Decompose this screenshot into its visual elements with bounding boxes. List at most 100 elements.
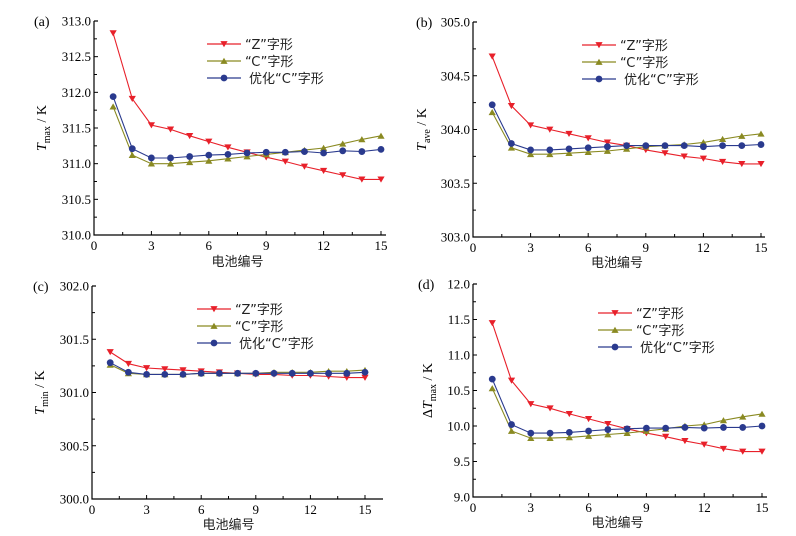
legend-label: “C”字形 (245, 55, 293, 70)
data-point-optC (339, 147, 347, 155)
y-tick-label: 311.0 (62, 156, 91, 171)
data-point-optC (604, 426, 612, 433)
data-point-optC (143, 370, 151, 378)
data-point-optC (281, 148, 289, 156)
legend-item-C: “C”字形 (598, 324, 684, 339)
data-point-Z (128, 95, 136, 102)
data-point-Z (738, 161, 746, 168)
chart-panel-a: 310.0 310.5 311.0 311.5 312.0 312.5 313.0 0 3 6 9 1… (34, 14, 388, 271)
data-point-C (585, 432, 593, 439)
data-point-optC (546, 146, 554, 154)
data-point-optC (739, 424, 747, 431)
x-tick-label: 3 (148, 238, 155, 253)
data-point-optC (680, 142, 688, 150)
x-tick-label: 9 (253, 502, 260, 517)
data-point-C (527, 150, 535, 158)
data-point-C (507, 144, 515, 151)
x-tick-label: 6 (198, 502, 205, 517)
legend-item-optC: 优化“C”字形 (207, 72, 324, 87)
data-point-optC (623, 425, 631, 433)
data-point-Z (680, 153, 688, 160)
data-point-optC (197, 369, 205, 377)
x-tick-label: 9 (263, 238, 270, 253)
data-point-Z (758, 448, 766, 455)
legend-item-C: “C”字形 (582, 56, 668, 71)
x-tick-label: 9 (643, 240, 650, 255)
y-tick-label: 9.5 (454, 454, 470, 469)
data-point-Z (604, 420, 612, 428)
axes-frame (472, 22, 765, 238)
data-point-optC (585, 427, 592, 435)
data-point-Z (488, 320, 496, 327)
x-tick-label: 3 (527, 240, 534, 255)
data-point-Z (106, 349, 114, 356)
data-point-optC (565, 145, 573, 153)
data-point-Z (166, 126, 175, 133)
legend-marker-icon (611, 326, 619, 333)
data-point-Z (585, 416, 593, 423)
legend-marker-icon (595, 75, 603, 83)
data-point-optC (224, 150, 232, 158)
chart-panel-b: 303.0 303.5 304.0 304.5 305.0 0 3 6 9 12 15 (b) 电池编号… (415, 15, 768, 272)
x-tick-label: 15 (375, 238, 388, 253)
data-point-optC (109, 93, 117, 101)
data-point-C (109, 103, 117, 110)
x-axis-label: 电池编号 (211, 255, 263, 270)
data-point-Z (719, 445, 728, 452)
data-point-Z (377, 176, 385, 183)
y-tick-label: 11.0 (448, 348, 470, 363)
data-point-optC (738, 142, 746, 150)
data-point-optC (720, 424, 727, 431)
panel-label: (c) (33, 280, 49, 295)
data-point-C (128, 151, 136, 158)
legend-marker-icon (220, 41, 228, 48)
data-point-Z (527, 401, 535, 408)
data-point-Z (546, 126, 554, 133)
x-axis-label: 电池编号 (591, 516, 643, 531)
data-point-optC (167, 154, 174, 162)
data-point-optC (358, 148, 366, 155)
data-point-C (565, 434, 573, 441)
y-tick-label: 312.0 (62, 85, 91, 100)
panel-label: (d) (418, 278, 435, 293)
data-point-C (758, 410, 766, 417)
x-tick-label: 9 (643, 500, 650, 515)
data-point-optC (643, 424, 650, 432)
data-point-optC (301, 148, 308, 155)
y-tick-label: 305.0 (441, 15, 470, 30)
data-point-optC (604, 143, 611, 151)
data-point-Z (527, 122, 535, 129)
y-tick-label: 301.5 (60, 332, 89, 347)
data-point-optC (270, 369, 278, 377)
data-point-optC (148, 154, 155, 162)
x-axis-label: 电池编号 (591, 256, 643, 271)
data-point-optC (488, 101, 496, 109)
x-axis-label: 电池编号 (202, 518, 254, 533)
data-point-optC (262, 148, 270, 156)
y-tick-label: 312.5 (62, 49, 91, 64)
legend-label: 优化“C”字形 (640, 341, 715, 356)
data-point-C (546, 150, 554, 158)
data-point-optC (216, 369, 223, 377)
data-point-optC (700, 143, 707, 151)
x-tick-label: 6 (585, 500, 592, 515)
data-point-Z (507, 377, 516, 384)
data-point-optC (642, 142, 650, 150)
y-tick-label: 10.0 (447, 419, 470, 434)
data-point-Z (147, 122, 155, 129)
panel-label: (a) (34, 15, 50, 30)
y-axis-label: Tmin / K (33, 370, 51, 414)
data-point-Z (205, 138, 213, 145)
x-tick-label: 15 (756, 500, 769, 515)
data-point-C (186, 159, 194, 166)
data-point-Z (739, 448, 747, 455)
data-point-optC (508, 140, 515, 147)
legend-label: “C”字形 (636, 324, 684, 339)
data-point-Z (699, 155, 707, 162)
data-point-C (527, 434, 535, 441)
legend-marker-icon (611, 343, 619, 351)
data-point-optC (565, 428, 573, 436)
legend-label: 优化“C”字形 (249, 72, 324, 87)
